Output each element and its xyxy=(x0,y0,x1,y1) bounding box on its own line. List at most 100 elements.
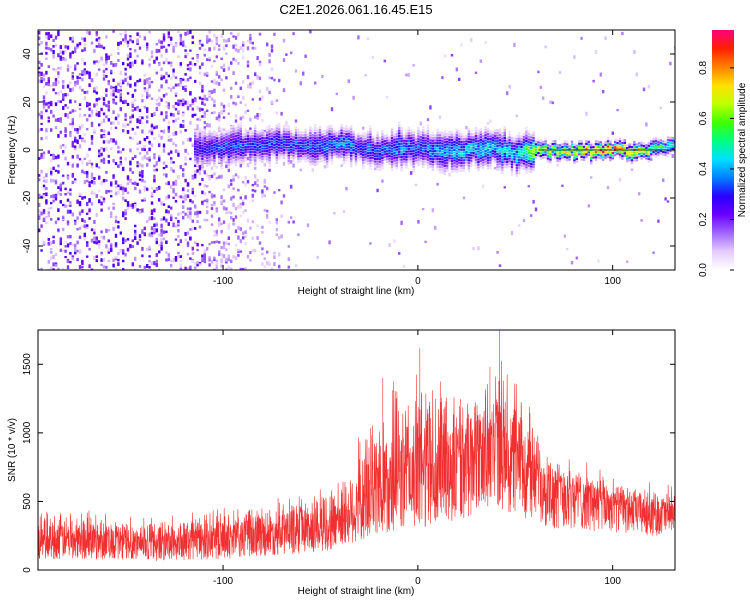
spectrogram-cell xyxy=(441,137,444,140)
spectrogram-cell xyxy=(215,116,218,121)
spectrogram-cell xyxy=(102,118,106,123)
spectrogram-cell xyxy=(395,153,398,157)
spectrogram-cell xyxy=(83,157,86,161)
spectrogram-cell xyxy=(640,152,643,155)
spectrogram-cell xyxy=(316,128,319,131)
spectrogram-cell xyxy=(426,129,430,132)
spectrogram-cell xyxy=(86,174,89,178)
spectrogram-cell xyxy=(249,117,252,122)
spectrogram-cell xyxy=(98,175,101,180)
spectrogram-cell xyxy=(371,154,374,157)
spectrogram-cell xyxy=(64,50,67,53)
spectrogram-cell xyxy=(186,183,190,187)
spectrogram-cell xyxy=(88,184,91,188)
spectrogram-cell xyxy=(635,72,638,77)
spectrogram-cell xyxy=(50,158,53,163)
spectrogram-cell xyxy=(532,136,535,140)
spectrogram-cell xyxy=(448,162,451,165)
spectrogram-cell xyxy=(38,213,41,218)
spectrogram-cell xyxy=(436,131,439,134)
spectrogram-cell xyxy=(124,72,127,76)
spectrogram-cell xyxy=(604,146,607,149)
spectrogram-cell xyxy=(604,151,607,154)
spectrogram-cell xyxy=(196,220,199,223)
spectrogram-cell xyxy=(213,162,216,165)
spectrogram-cell xyxy=(518,145,521,148)
spectrogram-cell xyxy=(182,85,185,90)
spectrogram-cell xyxy=(650,139,653,143)
spectrogram-cell xyxy=(395,135,398,138)
spectrogram-cell xyxy=(467,132,470,136)
spectrogram-cell xyxy=(81,160,84,165)
spectrogram-cell xyxy=(501,155,504,159)
spectrogram-cell xyxy=(306,138,310,141)
spectrogram-cell xyxy=(532,166,535,169)
spectrogram-cell xyxy=(239,143,242,146)
spectrogram-cell xyxy=(222,254,226,259)
spectrogram-cell xyxy=(484,134,487,137)
spectrogram-cell xyxy=(659,106,662,110)
spectrogram-cell xyxy=(443,138,446,141)
spectrogram-cell xyxy=(198,210,202,214)
spectrogram-cell xyxy=(292,146,295,149)
spectrogram-cell xyxy=(633,151,636,154)
spectrogram-cell xyxy=(642,152,646,156)
spectrogram-cell xyxy=(90,78,94,83)
spectrogram-cell xyxy=(275,227,278,232)
spectrogram-cell xyxy=(460,135,463,138)
spectrogram-cell xyxy=(210,80,214,83)
spectrogram-cell xyxy=(309,134,312,137)
spectrogram-cell xyxy=(390,129,394,132)
spectrogram-cell xyxy=(491,131,494,134)
spectrogram-cell xyxy=(371,138,374,141)
spectrogram-cell xyxy=(208,47,211,52)
spectrogram-cell xyxy=(398,121,401,124)
spectrogram-cell xyxy=(268,59,271,64)
spectrogram-cell xyxy=(71,175,74,178)
spectrogram-cell xyxy=(196,164,199,167)
spectrogram-cell xyxy=(174,192,178,197)
spectrogram-cell xyxy=(302,144,305,148)
spectrogram-cell xyxy=(218,217,221,222)
spectrogram-cell xyxy=(417,129,420,133)
spectrogram-cell xyxy=(405,150,408,153)
spectrogram-cell xyxy=(227,145,230,148)
spectrogram-cell xyxy=(52,49,55,55)
spectrogram-cell xyxy=(414,159,418,162)
spectrogram-cell xyxy=(232,178,235,182)
spectrogram-cell xyxy=(263,265,266,268)
spectrogram-cell xyxy=(354,134,358,137)
spectrogram-cell xyxy=(122,148,125,151)
spectrogram-cell xyxy=(532,155,535,158)
spectrogram-cell xyxy=(400,148,403,151)
spectrogram-cell xyxy=(93,180,96,185)
spectrogram-cell xyxy=(309,145,312,148)
spectrogram-cell xyxy=(441,160,444,164)
spectrogram-cell xyxy=(309,160,312,164)
spectrogram-cell xyxy=(638,142,641,145)
spectrogram-cell xyxy=(563,139,566,143)
spectrogram-cell xyxy=(503,144,506,147)
spectrogram-cell xyxy=(278,125,281,128)
spectrogram-cell xyxy=(143,79,146,84)
spectrogram-cell xyxy=(534,156,538,159)
spectrogram-cell xyxy=(232,130,235,133)
spectrogram-cell xyxy=(263,178,266,183)
spectrogram-cell xyxy=(486,143,490,146)
spectrogram-cell xyxy=(400,163,403,167)
spectrogram-cell xyxy=(225,160,228,164)
spectrogram-cell xyxy=(179,130,182,134)
spectrogram-cell xyxy=(225,151,228,154)
spectrogram-cell xyxy=(422,128,425,132)
spectrogram-cell xyxy=(160,40,163,45)
spectrogram-cell xyxy=(357,35,360,40)
spectrogram-cell xyxy=(606,185,610,190)
spectrogram-cell xyxy=(441,152,444,156)
spectrogram-cell xyxy=(376,139,379,142)
spectrogram-cell xyxy=(534,143,538,146)
spectrogram-cell xyxy=(316,255,319,259)
spectrogram-cell xyxy=(74,136,77,140)
spectrogram-cell xyxy=(496,147,499,150)
spectrogram-cell xyxy=(83,37,86,42)
spectrogram-cell xyxy=(62,95,65,99)
